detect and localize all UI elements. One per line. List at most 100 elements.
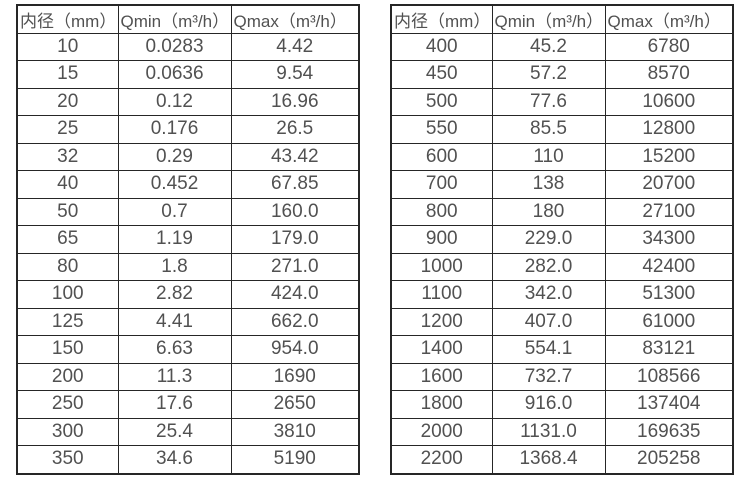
table-row: 150 6.63 954.0	[16, 335, 360, 364]
table-cell: 1368.4	[491, 445, 606, 474]
table-row: 350 34.6 5190	[16, 445, 360, 474]
table-row: 10 0.0283 4.42	[16, 32, 360, 61]
table-row: 1600 732.7 108566	[390, 362, 734, 391]
table-cell: 15200	[604, 142, 734, 171]
table-cell: 1600	[390, 362, 493, 391]
table-cell: 300	[16, 417, 119, 446]
table-cell: 500	[390, 87, 493, 116]
table-cell: 4.42	[230, 32, 360, 61]
table-cell: 80	[16, 252, 119, 281]
table-cell: 12800	[604, 115, 734, 144]
table-header-row: 内径（mm） Qmin（m³/h） Qmax（m³/h）	[16, 4, 360, 34]
table-cell: 43.42	[230, 142, 360, 171]
table-cell: 20700	[604, 170, 734, 199]
table-row: 1100 342.0 51300	[390, 280, 734, 309]
table-cell: 50	[16, 197, 119, 226]
table-body: 400 45.2 6780 450 57.2 8570 500 77.6 10600 550 85.…	[390, 32, 734, 474]
table-row: 65 1.19 179.0	[16, 225, 360, 254]
table-cell: 550	[390, 115, 493, 144]
table-cell: 77.6	[491, 87, 606, 116]
table-cell: 4.41	[117, 307, 232, 336]
flow-table-large-diameters: 内径（mm） Qmin（m³/h） Qmax（m³/h） 400 45.2 6780…	[390, 4, 734, 475]
table-cell: 3810	[230, 417, 360, 446]
table-cell: 108566	[604, 362, 734, 391]
table-row: 800 180 27100	[390, 197, 734, 226]
table-cell: 11.3	[117, 362, 232, 391]
table-cell: 600	[390, 142, 493, 171]
table-row: 700 138 20700	[390, 170, 734, 199]
table-cell: 1800	[390, 390, 493, 419]
table-cell: 1000	[390, 252, 493, 281]
table-cell: 2200	[390, 445, 493, 474]
table-cell: 25.4	[117, 417, 232, 446]
table-cell: 45.2	[491, 32, 606, 61]
table-cell: 250	[16, 390, 119, 419]
table-cell: 10600	[604, 87, 734, 116]
table-cell: 16.96	[230, 87, 360, 116]
table-cell: 65	[16, 225, 119, 254]
table-row: 1800 916.0 137404	[390, 390, 734, 419]
table-cell: 34.6	[117, 445, 232, 474]
table-cell: 0.12	[117, 87, 232, 116]
table-row: 600 110 15200	[390, 142, 734, 171]
table-row: 450 57.2 8570	[390, 60, 734, 89]
table-cell: 554.1	[491, 335, 606, 364]
table-cell: 1690	[230, 362, 360, 391]
table-row: 50 0.7 160.0	[16, 197, 360, 226]
table-row: 1000 282.0 42400	[390, 252, 734, 281]
table-row: 1200 407.0 61000	[390, 307, 734, 336]
table-cell: 350	[16, 445, 119, 474]
table-cell: 0.29	[117, 142, 232, 171]
table-cell: 424.0	[230, 280, 360, 309]
table-cell: 51300	[604, 280, 734, 309]
table-cell: 10	[16, 32, 119, 61]
column-header-diameter: 内径（mm）	[390, 4, 493, 34]
table-cell: 732.7	[491, 362, 606, 391]
column-header-diameter: 内径（mm）	[16, 4, 119, 34]
table-header-row: 内径（mm） Qmin（m³/h） Qmax（m³/h）	[390, 4, 734, 34]
table-cell: 160.0	[230, 197, 360, 226]
table-row: 40 0.452 67.85	[16, 170, 360, 199]
table-cell: 6780	[604, 32, 734, 61]
table-row: 125 4.41 662.0	[16, 307, 360, 336]
table-row: 250 17.6 2650	[16, 390, 360, 419]
table-cell: 125	[16, 307, 119, 336]
table-cell: 800	[390, 197, 493, 226]
table-cell: 40	[16, 170, 119, 199]
table-cell: 205258	[604, 445, 734, 474]
table-cell: 25	[16, 115, 119, 144]
table-cell: 200	[16, 362, 119, 391]
table-cell: 9.54	[230, 60, 360, 89]
table-cell: 900	[390, 225, 493, 254]
table-row: 550 85.5 12800	[390, 115, 734, 144]
table-row: 2000 1131.0 169635	[390, 417, 734, 446]
flow-table-small-diameters: 内径（mm） Qmin（m³/h） Qmax（m³/h） 10 0.0283 4.4…	[16, 4, 360, 475]
table-cell: 17.6	[117, 390, 232, 419]
table-row: 400 45.2 6780	[390, 32, 734, 61]
table-row: 500 77.6 10600	[390, 87, 734, 116]
table-cell: 110	[491, 142, 606, 171]
table-row: 300 25.4 3810	[16, 417, 360, 446]
table-cell: 34300	[604, 225, 734, 254]
table-cell: 100	[16, 280, 119, 309]
table-cell: 916.0	[491, 390, 606, 419]
table-cell: 137404	[604, 390, 734, 419]
table-cell: 2000	[390, 417, 493, 446]
table-cell: 1131.0	[491, 417, 606, 446]
table-cell: 26.5	[230, 115, 360, 144]
table-row: 1400 554.1 83121	[390, 335, 734, 364]
table-cell: 42400	[604, 252, 734, 281]
table-cell: 271.0	[230, 252, 360, 281]
column-header-qmin: Qmin（m³/h）	[117, 4, 232, 34]
table-cell: 1100	[390, 280, 493, 309]
table-cell: 20	[16, 87, 119, 116]
table-row: 15 0.0636 9.54	[16, 60, 360, 89]
table-cell: 6.63	[117, 335, 232, 364]
table-cell: 700	[390, 170, 493, 199]
column-header-qmin: Qmin（m³/h）	[491, 4, 606, 34]
table-cell: 1400	[390, 335, 493, 364]
table-cell: 229.0	[491, 225, 606, 254]
column-header-qmax: Qmax（m³/h）	[604, 4, 734, 34]
table-cell: 407.0	[491, 307, 606, 336]
